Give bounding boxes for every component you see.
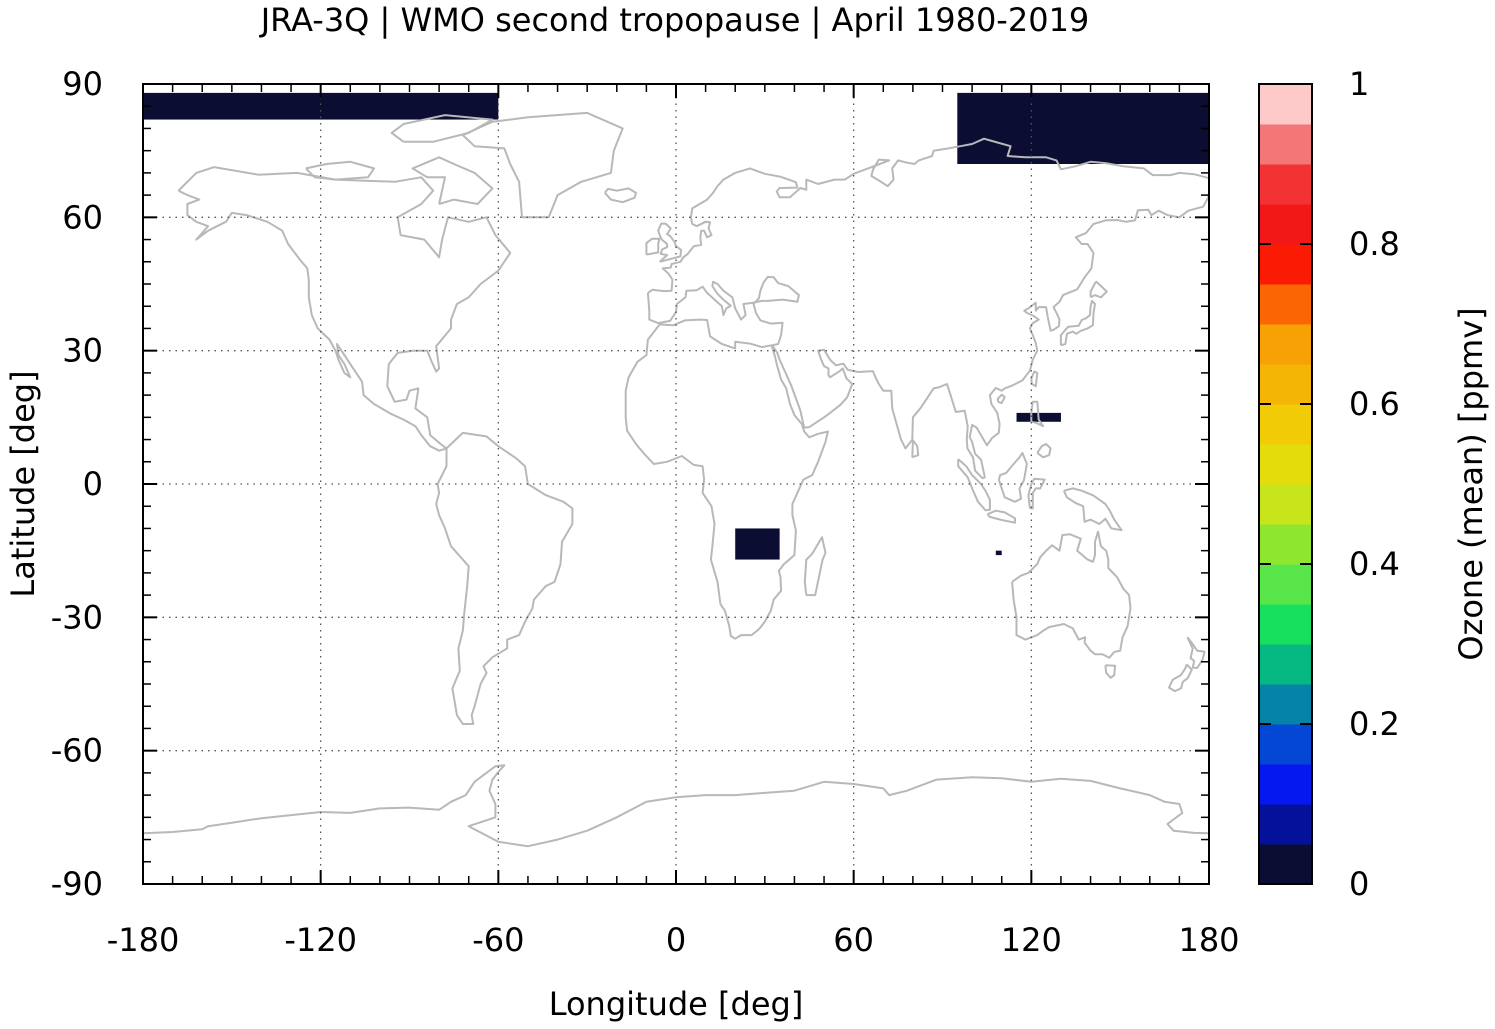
x-tick-label: 120 [1001, 921, 1062, 959]
coastline [1062, 487, 1123, 532]
grid-lines [143, 84, 1209, 884]
coastline [461, 111, 624, 219]
x-tick-label: -120 [284, 921, 357, 959]
ozone-data-layer [143, 92, 1209, 560]
data-region [735, 528, 780, 560]
coastline [624, 318, 829, 640]
coastline [1059, 299, 1096, 347]
colorbar-segment [1259, 324, 1312, 365]
coastline [390, 114, 494, 143]
colorbar-tick-label: 0 [1349, 865, 1369, 903]
coastline [657, 222, 682, 263]
coastline [1186, 636, 1206, 669]
coastline [142, 764, 1210, 848]
colorbar-segment [1259, 244, 1312, 285]
coastline [1036, 443, 1052, 459]
colorbar-segment [1259, 364, 1312, 405]
y-tick-label: 60 [62, 198, 103, 236]
colorbar-tick-label: 1 [1349, 65, 1369, 103]
coastline [305, 160, 375, 181]
colorbar-segment [1259, 844, 1312, 885]
coastline [957, 458, 991, 512]
colorbar-segment [1259, 804, 1312, 845]
x-axis-label: Longitude [deg] [549, 985, 804, 1023]
colorbar-segment [1259, 164, 1312, 205]
coastline [1104, 664, 1117, 679]
colorbar-ticks: 0 0.2 0.4 0.6 0.8 1 [1259, 65, 1400, 903]
x-tick-label: -60 [472, 921, 524, 959]
colorbar-tick-label: 0.4 [1349, 545, 1400, 583]
x-tick-label: 60 [833, 921, 874, 959]
colorbar-segments [1259, 84, 1312, 885]
coastline [1030, 370, 1039, 388]
chart-title: JRA-3Q | WMO second tropopause | April 1… [259, 1, 1090, 39]
y-tick-label: 90 [62, 65, 103, 103]
y-tick-label: -90 [51, 865, 103, 903]
colorbar-segment [1259, 404, 1312, 445]
coastline [1027, 477, 1046, 510]
colorbar-segment [1259, 84, 1312, 125]
colorbar-segment [1259, 524, 1312, 565]
y-tick-labels: 90 60 30 0 -30 -60 -90 [51, 65, 103, 903]
colorbar: 0 0.2 0.4 0.6 0.8 1 [1258, 65, 1400, 903]
colorbar-segment [1259, 644, 1312, 685]
colorbar-segment [1259, 284, 1312, 325]
colorbar-tick-label: 0.8 [1349, 225, 1400, 263]
coastline [604, 187, 637, 204]
x-tick-label: -180 [107, 921, 180, 959]
coastline [645, 237, 661, 256]
colorbar-segment [1259, 684, 1312, 725]
colorbar-segment [1259, 484, 1312, 525]
colorbar-segment [1259, 724, 1312, 765]
colorbar-segment [1259, 564, 1312, 605]
colorbar-segment [1259, 764, 1312, 805]
y-axis-label: Latitude [deg] [4, 370, 42, 597]
colorbar-frame [1258, 83, 1313, 885]
coastline [435, 431, 574, 725]
y-tick-label: -30 [51, 598, 103, 636]
x-tick-label: 180 [1178, 921, 1239, 959]
colorbar-tick-label: 0.6 [1349, 385, 1400, 423]
minor-ticks [142, 83, 1210, 885]
data-region [995, 550, 1002, 556]
y-tick-label: 0 [83, 465, 103, 503]
coastline [986, 509, 1016, 524]
colorbar-segment [1259, 604, 1312, 645]
colorbar-label: Ozone (mean) [ppmv] [1452, 307, 1490, 660]
x-tick-label: 0 [666, 921, 686, 959]
coastline [997, 451, 1028, 503]
map-panel: -180 -120 -60 0 60 120 180 90 60 30 0 -30 -60 -90 [51, 65, 1240, 959]
coastline [803, 536, 827, 597]
y-tick-label: 30 [62, 332, 103, 370]
coastline [996, 393, 1006, 405]
coastline [646, 137, 1210, 480]
colorbar-tick-label: 0.2 [1349, 705, 1400, 743]
y-tick-label: -60 [51, 732, 103, 770]
colorbar-segment [1259, 204, 1312, 245]
coastline [1168, 663, 1193, 693]
coastline [1011, 530, 1132, 659]
coastline [911, 439, 920, 459]
coastline [411, 156, 494, 205]
colorbar-segment [1259, 444, 1312, 485]
coastline [1030, 400, 1045, 428]
plot-frame [142, 83, 1210, 885]
data-region [957, 92, 1209, 164]
coastline [177, 166, 512, 452]
x-tick-labels: -180 -120 -60 0 60 120 180 [107, 921, 1240, 959]
coastlines [142, 111, 1210, 848]
coastline [1089, 280, 1108, 299]
colorbar-segment [1259, 124, 1312, 165]
